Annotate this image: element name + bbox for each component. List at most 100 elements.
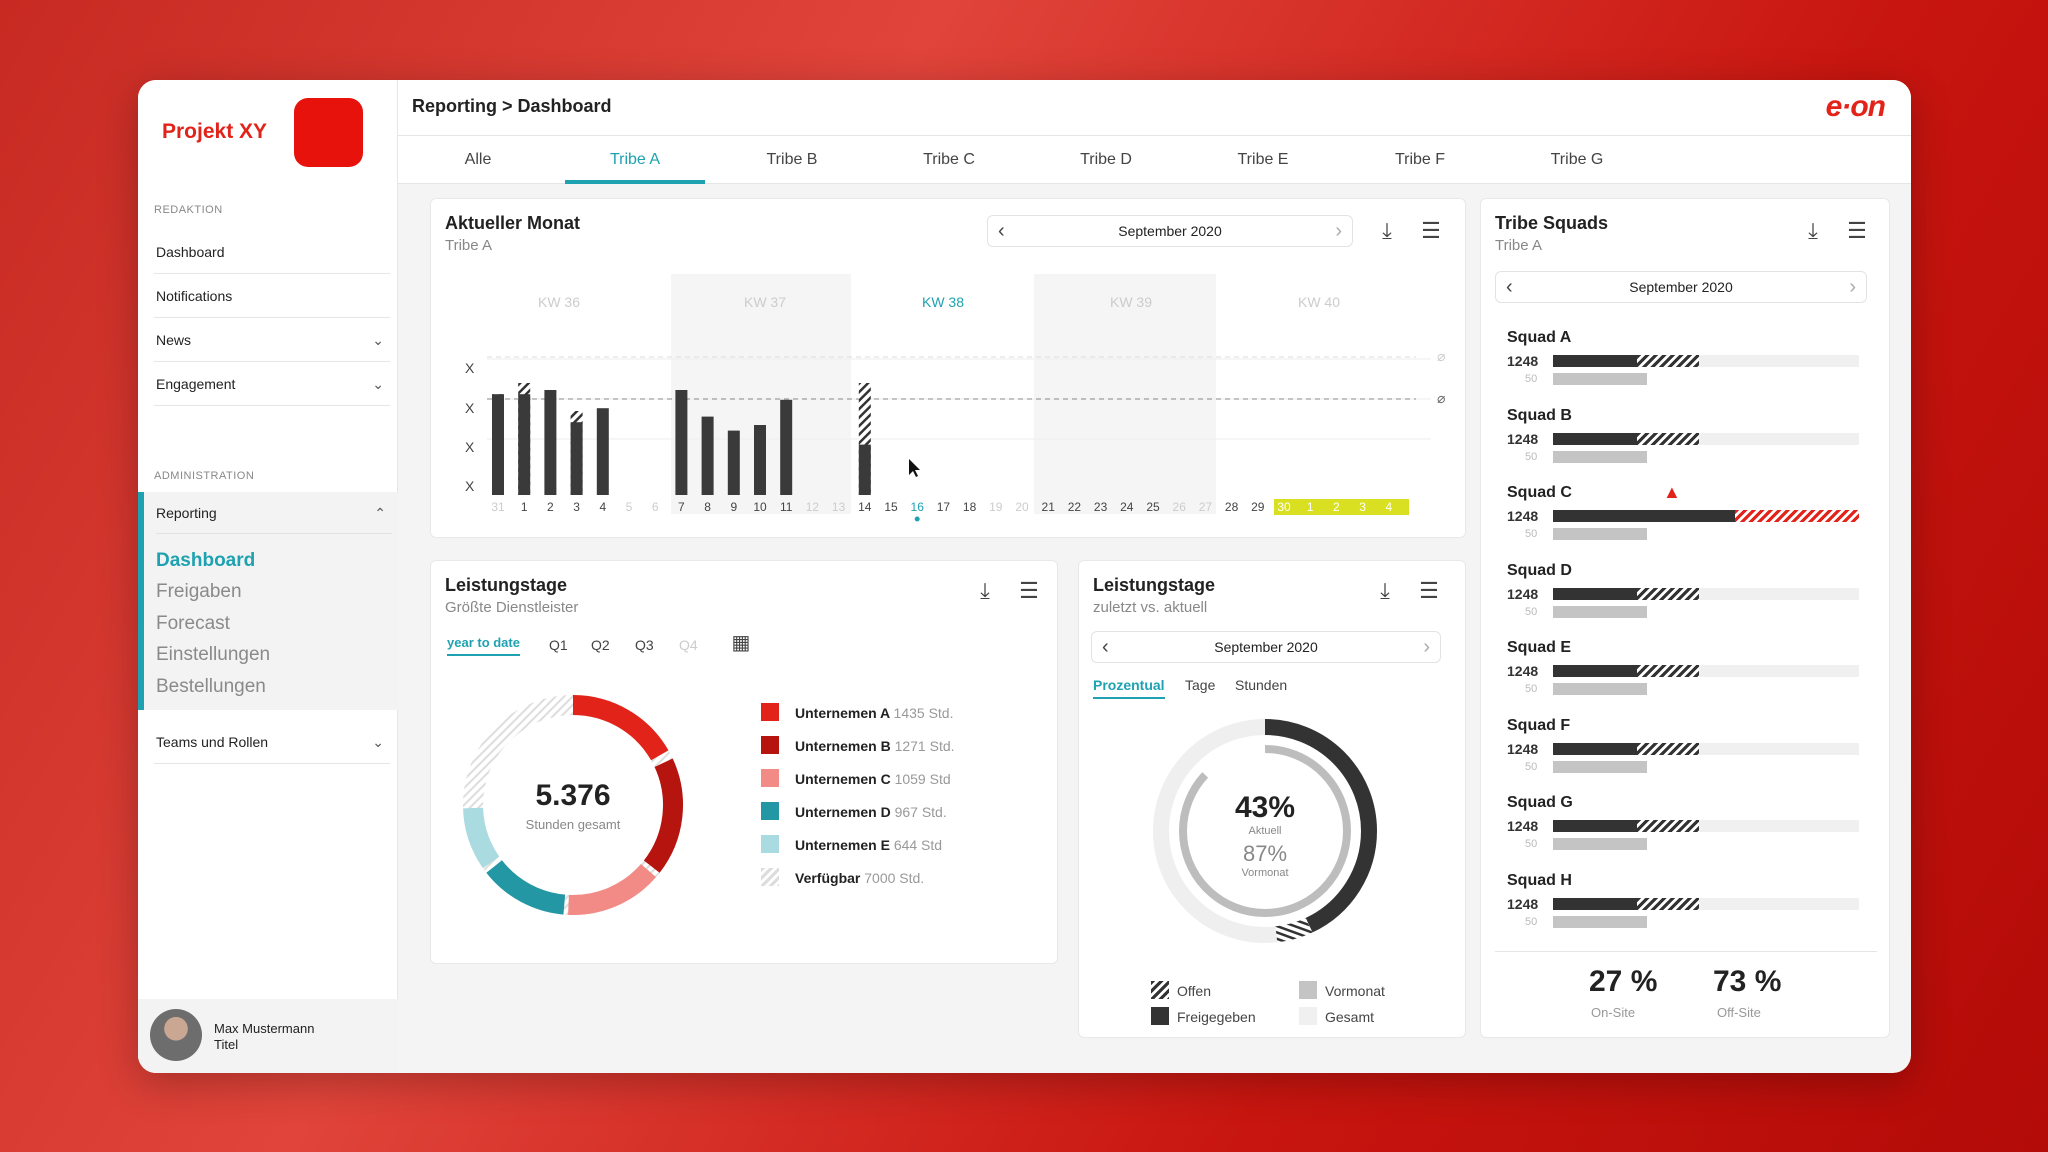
subnav-forecast[interactable]: Forecast [156,613,230,634]
tab-prozentual[interactable]: Prozentual [1093,677,1165,699]
bar[interactable] [675,390,688,495]
week-label[interactable]: KW 38 [922,294,964,310]
week-label[interactable]: KW 40 [1298,294,1340,310]
legend-value: 644 Std [893,837,943,853]
x-tick-label: 2 [547,500,554,514]
tab-tribe-e[interactable]: Tribe E [1237,151,1289,168]
squad-row[interactable]: Squad D 1248 50 [1481,562,1891,632]
bar[interactable] [780,399,793,495]
legend-item[interactable]: Unternemen C 1059 Std [761,769,1041,789]
x-tick-label: 5 [626,500,633,514]
squad-row[interactable]: Squad F 1248 50 [1481,717,1891,787]
bar[interactable] [492,394,504,495]
chevron-left-icon[interactable]: ‹ [998,220,1005,242]
user-profile[interactable]: Max Mustermann Titel [138,999,398,1073]
legend-item[interactable]: Unternemen B 1271 Std. [761,736,1041,756]
legend-label: Unternemen D 967 Std. [795,804,947,820]
bar[interactable] [570,422,583,495]
subnav-dashboard[interactable]: Dashboard [156,550,256,571]
squad-row[interactable]: Squad H 1248 50 [1481,872,1891,942]
bar[interactable] [701,416,714,495]
subnav-freigaben[interactable]: Freigaben [156,581,242,602]
bar[interactable] [754,425,766,495]
filter-sliders-icon[interactable]: ☰ [1419,578,1439,603]
squad-bar-fill [1553,510,1735,522]
squad-bar-fill [1553,432,1637,445]
x-tick-label: 11 [780,500,793,514]
squad-bar-previous [1553,683,1647,695]
calendar-icon[interactable]: ▦ [731,632,751,654]
sidebar-item-notifications[interactable]: Notifications [154,274,390,318]
sidebar-item-teams[interactable]: Teams und Rollen ⌄ [154,720,390,764]
squad-bar-previous [1553,760,1647,773]
squad-bar-track [1553,742,1859,755]
legend-item[interactable]: Unternemen E 644 Std [761,835,1041,855]
squad-bar-previous [1553,605,1647,618]
filter-sliders-icon[interactable]: ☰ [1421,218,1441,243]
tab-alle[interactable]: Alle [464,151,492,168]
chevron-left-icon[interactable]: ‹ [1102,636,1109,658]
squad-bar-track [1553,510,1859,522]
tab-tribe-d[interactable]: Tribe D [1080,151,1132,168]
divider [1495,951,1877,952]
x-tick-label: 23 [1094,500,1108,514]
period-q2[interactable]: Q2 [591,637,610,653]
squad-bar-previous [1553,915,1647,928]
download-icon[interactable]: ⤓ [980,578,990,603]
bar[interactable] [544,390,557,495]
period-q4[interactable]: Q4 [679,637,698,653]
sidebar-item-dashboard[interactable]: Dashboard [154,230,390,274]
tab-stunden[interactable]: Stunden [1235,677,1288,693]
download-icon[interactable]: ⤓ [1380,578,1390,603]
week-label[interactable]: KW 39 [1110,294,1152,310]
tab-tribe-f[interactable]: Tribe F [1394,151,1446,168]
week-band [1034,274,1216,514]
sidebar-item-engagement[interactable]: Engagement ⌄ [154,362,390,406]
squad-row[interactable]: Squad C 1248 50 ▲ [1481,482,1891,554]
x-tick-label: 12 [806,500,820,514]
week-label[interactable]: KW 36 [538,294,580,310]
bar[interactable] [727,430,740,495]
warning-icon[interactable]: ▲ [1663,482,1681,502]
period-ytd[interactable]: year to date [447,635,520,656]
legend-value: 1059 Std [894,771,951,787]
legend-item[interactable]: Verfügbar 7000 Std. [761,868,1041,888]
period-q3[interactable]: Q3 [635,637,654,653]
squad-row[interactable]: Squad A 1248 50 [1481,329,1891,399]
chevron-right-icon[interactable]: › [1849,276,1856,298]
tab-tage[interactable]: Tage [1185,677,1216,693]
download-icon[interactable]: ⤓ [1382,218,1392,243]
subnav-einstellungen[interactable]: Einstellungen [156,644,271,665]
chevron-left-icon[interactable]: ‹ [1506,276,1513,298]
chevron-right-icon[interactable]: › [1335,220,1342,242]
squad-row[interactable]: Squad B 1248 50 [1481,407,1891,477]
subnav-bestellungen[interactable]: Bestellungen [156,676,266,697]
squads-date-picker[interactable]: ‹ September 2020 › [1495,271,1867,303]
tab-tribe-c[interactable]: Tribe C [923,151,975,168]
bar[interactable] [518,394,531,495]
filter-sliders-icon[interactable]: ☰ [1847,218,1867,243]
legend-item[interactable]: Unternemen A 1435 Std. [761,703,1041,723]
squad-bar-fill [1553,665,1637,677]
y-axis-label: X [465,478,475,494]
squad-bar-track [1553,820,1859,832]
tab-tribe-g[interactable]: Tribe G [1550,151,1604,168]
download-icon[interactable]: ⤓ [1808,218,1818,243]
month-date-picker[interactable]: ‹ September 2020 › [987,215,1353,247]
donut-segment-a [463,695,683,915]
squad-subvalue: 50 [1525,450,1538,463]
sidebar-item-news[interactable]: News ⌄ [154,318,390,362]
tab-tribe-a[interactable]: Tribe A [565,136,705,184]
compare-date-picker[interactable]: ‹ September 2020 › [1091,631,1441,663]
period-q1[interactable]: Q1 [549,637,568,653]
chevron-right-icon[interactable]: › [1423,636,1430,658]
tab-tribe-b[interactable]: Tribe B [766,151,818,168]
week-label[interactable]: KW 37 [744,294,786,310]
squad-row[interactable]: Squad E 1248 50 [1481,639,1891,709]
legend-item[interactable]: Unternemen D 967 Std. [761,802,1041,822]
bar[interactable] [596,408,609,495]
sidebar-item-reporting[interactable]: Reporting ⌃ [156,492,392,534]
squad-row[interactable]: Squad G 1248 50 [1481,794,1891,864]
filter-sliders-icon[interactable]: ☰ [1019,578,1039,603]
bar[interactable] [858,444,871,495]
